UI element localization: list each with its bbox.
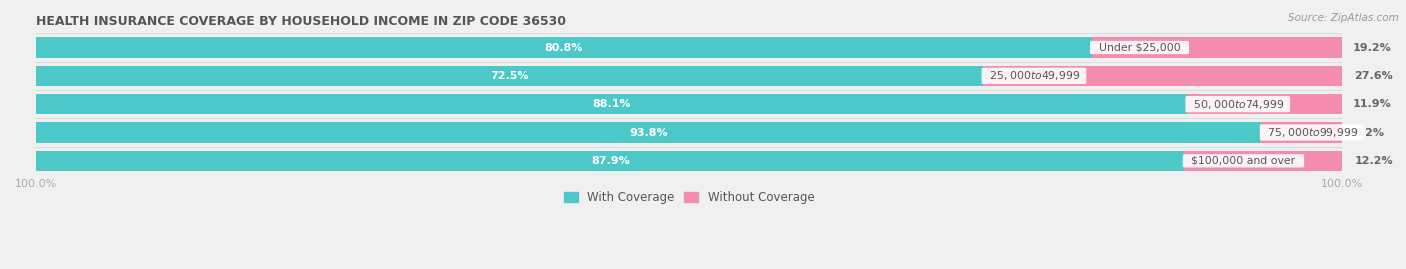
Bar	[37, 94, 1187, 114]
Text: Under $25,000: Under $25,000	[1091, 43, 1188, 52]
Bar	[37, 37, 1343, 58]
Bar	[37, 151, 1184, 171]
Text: $100,000 and over: $100,000 and over	[1184, 156, 1302, 166]
Text: 80.8%: 80.8%	[544, 43, 583, 52]
Bar	[37, 66, 983, 86]
Text: 11.9%: 11.9%	[1353, 99, 1392, 109]
Text: 27.6%: 27.6%	[1354, 71, 1393, 81]
Text: 6.2%: 6.2%	[1353, 128, 1384, 137]
Bar	[1184, 151, 1344, 171]
Text: 19.2%: 19.2%	[1353, 43, 1392, 52]
Bar	[37, 66, 1343, 86]
Text: 12.2%: 12.2%	[1354, 156, 1393, 166]
Text: 93.8%: 93.8%	[630, 128, 668, 137]
Bar	[37, 94, 1343, 114]
Bar	[1261, 122, 1343, 143]
Bar	[37, 122, 1343, 143]
Bar	[1091, 37, 1343, 58]
Bar	[983, 66, 1344, 86]
Bar	[37, 37, 1091, 58]
Text: $50,000 to $74,999: $50,000 to $74,999	[1187, 98, 1288, 111]
Legend: With Coverage, Without Coverage: With Coverage, Without Coverage	[560, 186, 820, 209]
Text: $25,000 to $49,999: $25,000 to $49,999	[983, 69, 1084, 82]
Text: 88.1%: 88.1%	[592, 99, 631, 109]
Bar	[37, 122, 1261, 143]
Text: $75,000 to $99,999: $75,000 to $99,999	[1261, 126, 1362, 139]
Text: HEALTH INSURANCE COVERAGE BY HOUSEHOLD INCOME IN ZIP CODE 36530: HEALTH INSURANCE COVERAGE BY HOUSEHOLD I…	[37, 15, 567, 28]
Text: Source: ZipAtlas.com: Source: ZipAtlas.com	[1288, 13, 1399, 23]
Bar	[1187, 94, 1343, 114]
Bar	[37, 151, 1343, 171]
Text: 72.5%: 72.5%	[491, 71, 529, 81]
Text: 87.9%: 87.9%	[591, 156, 630, 166]
